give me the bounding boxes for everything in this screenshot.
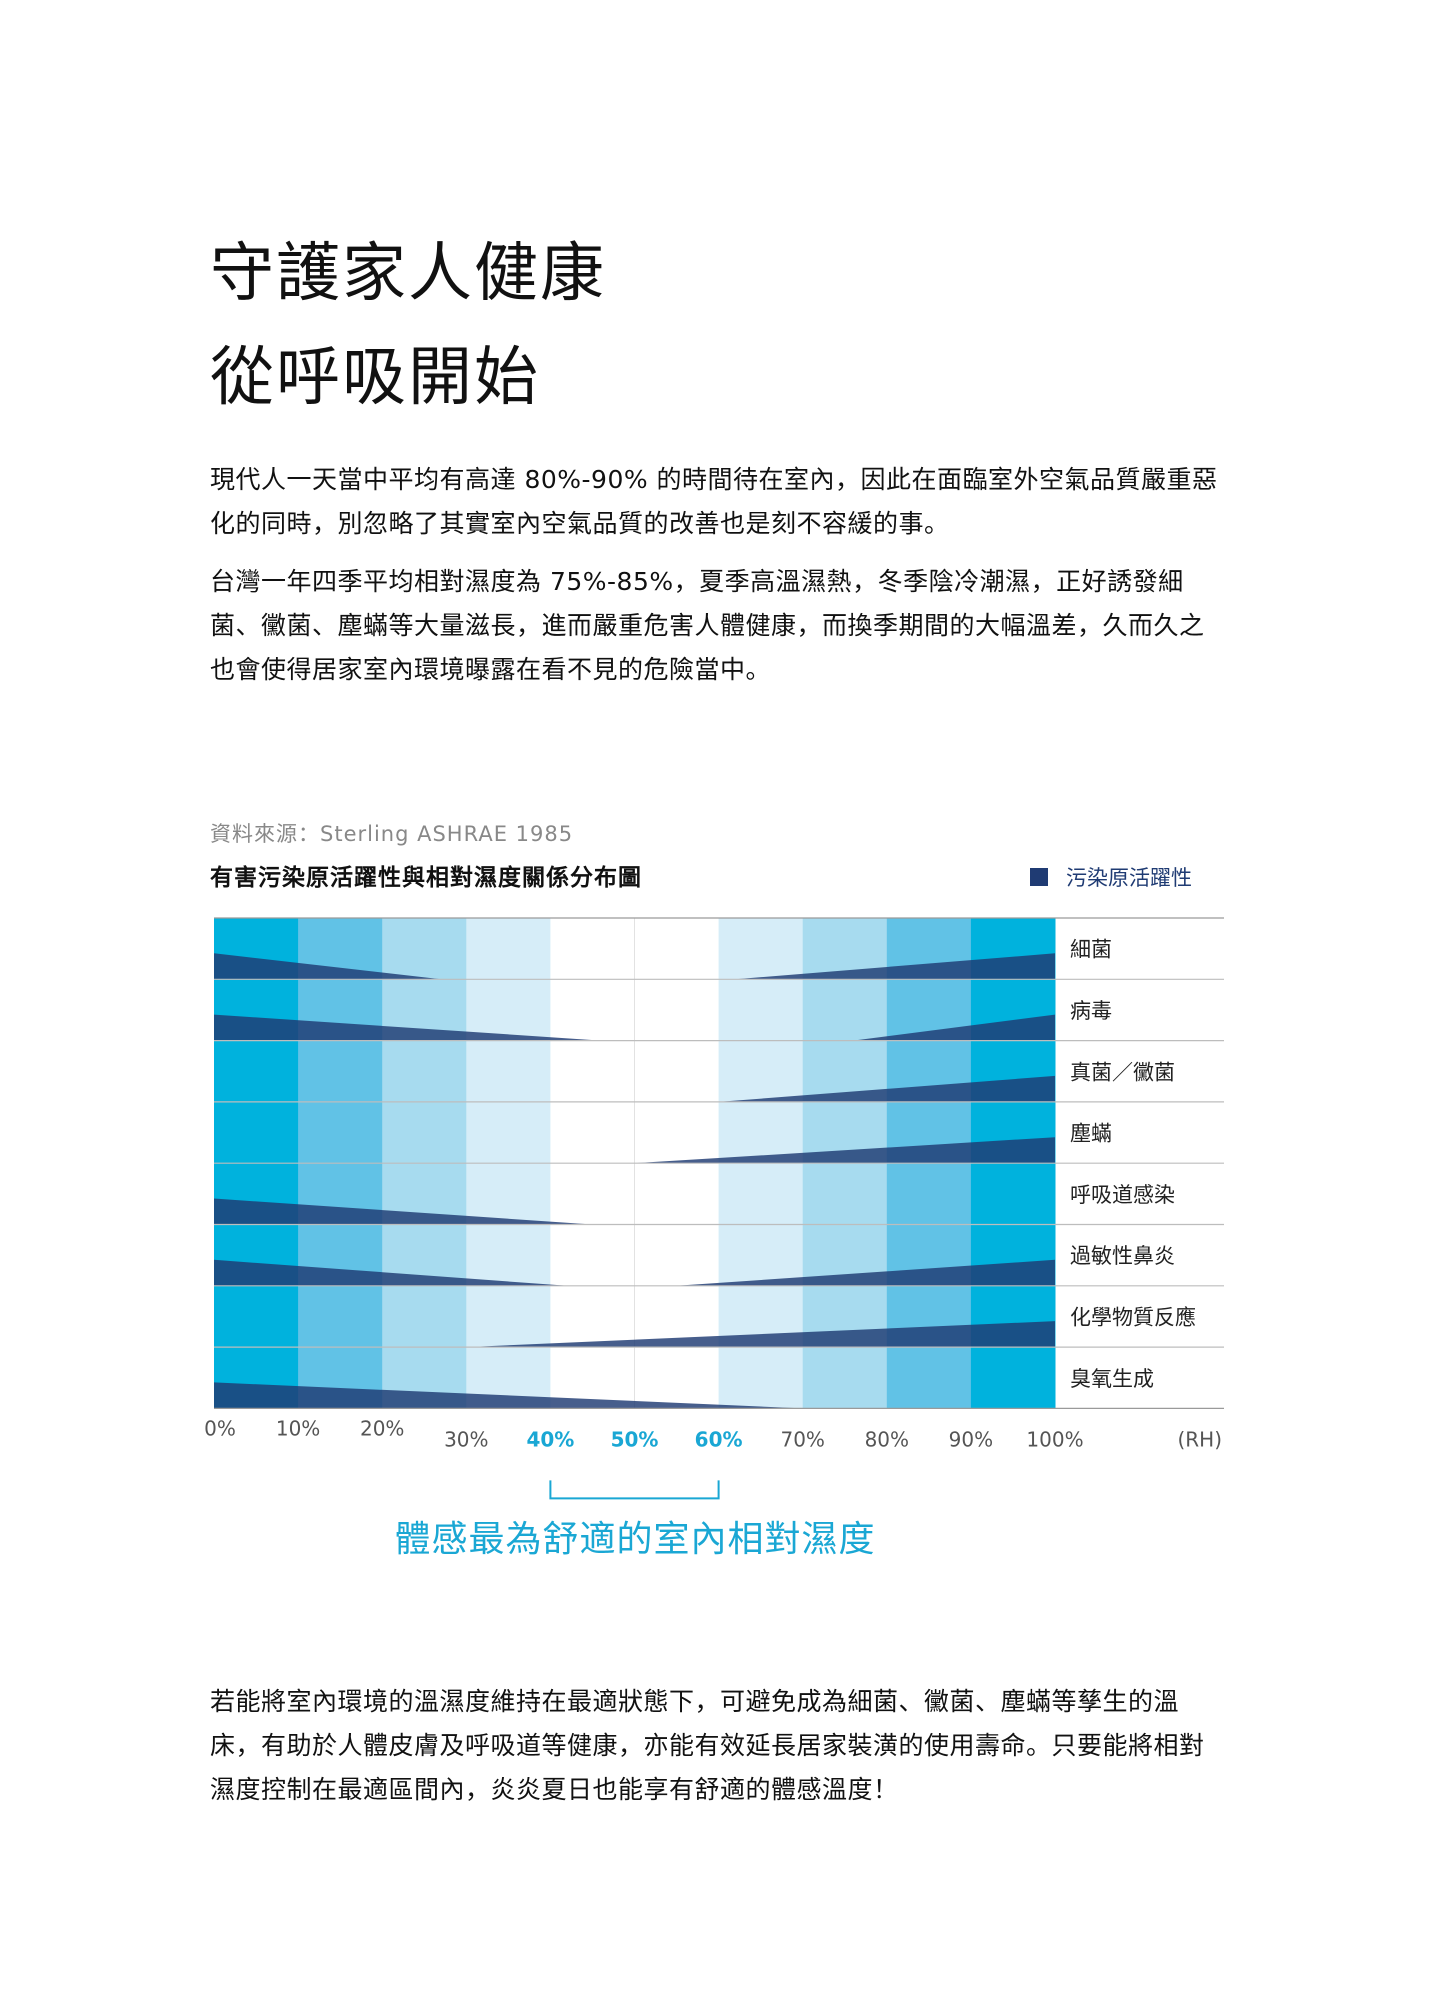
chart-title: 有害污染原活躍性與相對濕度關係分布圖 bbox=[210, 865, 642, 891]
wedge-left-4 bbox=[214, 1198, 593, 1225]
row-label-7: 臭氧生成 bbox=[1070, 1367, 1154, 1391]
wedge-right-3 bbox=[634, 1137, 1055, 1164]
row-label-6: 化學物質反應 bbox=[1070, 1305, 1196, 1329]
tick-label-1: 10% bbox=[276, 1416, 320, 1440]
title-line-1: 守護家人健康 bbox=[210, 237, 606, 311]
tick-label-6: 60% bbox=[695, 1427, 743, 1451]
closing-paragraph: 若能將室內環境的溫濕度維持在最適狀態下，可避免成為細菌、黴菌、塵蟎等孳生的溫床，… bbox=[210, 1687, 1205, 1804]
comfort-bracket bbox=[549, 1480, 720, 1500]
tick-label-9: 90% bbox=[949, 1427, 993, 1451]
tick-label-5: 50% bbox=[611, 1427, 659, 1451]
tick-label-0: 0% bbox=[204, 1416, 236, 1440]
wedge-left-5 bbox=[214, 1259, 568, 1286]
tick-label-8: 80% bbox=[865, 1427, 909, 1451]
x-unit-label: (RH) bbox=[1177, 1427, 1222, 1451]
wedge-right-0 bbox=[735, 953, 1055, 980]
tick-label-10: 100% bbox=[1026, 1427, 1083, 1451]
tick-label-4: 40% bbox=[526, 1427, 574, 1451]
legend-swatch bbox=[1030, 868, 1048, 886]
title-line-2: 從呼吸開始 bbox=[210, 341, 540, 415]
tick-label-2: 20% bbox=[360, 1416, 404, 1440]
legend-label: 污染原活躍性 bbox=[1066, 866, 1192, 890]
row-label-4: 呼吸道感染 bbox=[1070, 1183, 1175, 1207]
chart-source: 資料來源：Sterling ASHRAE 1985 bbox=[210, 822, 574, 846]
row-label-1: 病毒 bbox=[1070, 999, 1112, 1023]
wedge-right-1 bbox=[853, 1014, 1055, 1041]
tick-label-7: 70% bbox=[780, 1427, 824, 1451]
row-label-2: 真菌／黴菌 bbox=[1070, 1060, 1175, 1084]
intro-paragraph-1: 現代人一天當中平均有高達 80%-90% 的時間待在室內，因此在面臨室外空氣品質… bbox=[210, 465, 1218, 538]
chart-legend: 污染原活躍性 bbox=[1030, 862, 1192, 892]
wedge-left-7 bbox=[214, 1382, 803, 1409]
tick-label-3: 30% bbox=[444, 1427, 488, 1451]
comfort-label: 體感最為舒適的室內相對濕度 bbox=[394, 1519, 876, 1560]
wedge-right-2 bbox=[718, 1075, 1055, 1102]
wedge-right-6 bbox=[466, 1321, 1055, 1348]
wedge-left-0 bbox=[214, 953, 442, 980]
row-label-5: 過敏性鼻炎 bbox=[1070, 1244, 1175, 1268]
row-label-0: 細菌 bbox=[1070, 938, 1112, 962]
wedge-right-5 bbox=[676, 1259, 1055, 1286]
page-title: 守護家人健康 從呼吸開始 bbox=[210, 222, 606, 430]
row-label-3: 塵蟎 bbox=[1070, 1122, 1112, 1146]
intro-paragraph-2: 台灣一年四季平均相對濕度為 75%-85%，夏季高溫濕熱，冬季陰冷潮濕，正好誘發… bbox=[210, 567, 1205, 684]
wedge-left-1 bbox=[214, 1014, 601, 1041]
